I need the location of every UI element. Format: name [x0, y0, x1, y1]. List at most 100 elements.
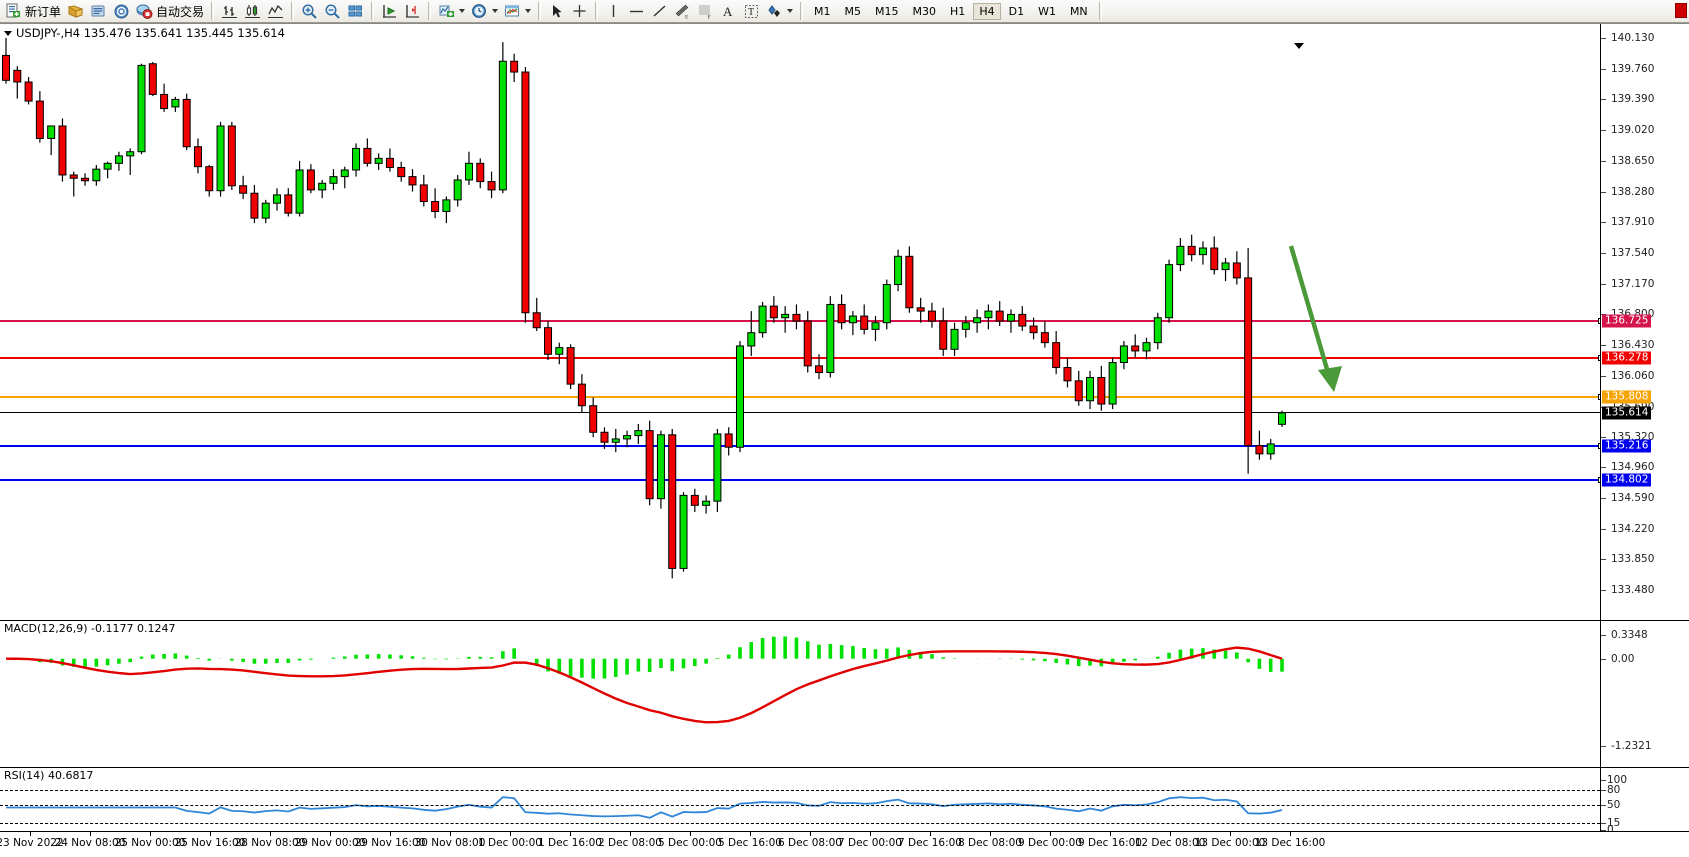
period-button[interactable] — [468, 1, 501, 22]
time-tick-mark — [1170, 831, 1171, 836]
shapes-caret-icon[interactable] — [787, 9, 794, 13]
chart-collapse-caret-icon[interactable] — [1294, 43, 1304, 49]
current-price-line[interactable] — [0, 411, 1600, 413]
support-line-2[interactable] — [0, 477, 1600, 484]
timeframe-w1[interactable]: W1 — [1038, 4, 1056, 18]
shapes-tool-button[interactable] — [763, 1, 796, 22]
add-indicator-button[interactable] — [435, 1, 468, 22]
price-tick: 136.060 — [1601, 370, 1654, 382]
crosshair-tool-button[interactable] — [568, 1, 591, 22]
time-tick-mark — [30, 831, 31, 836]
templates-caret-icon[interactable] — [525, 9, 532, 13]
signals-button[interactable] — [110, 1, 133, 22]
timeframe-d1[interactable]: D1 — [1008, 4, 1025, 18]
price-plot[interactable] — [0, 24, 1600, 620]
trendline-tool-button[interactable] — [648, 1, 671, 22]
timeframe-m30[interactable]: M30 — [912, 4, 937, 18]
time-tick-mark — [210, 831, 211, 836]
templates-button[interactable] — [501, 1, 534, 22]
text-label-tool-button[interactable]: T — [740, 1, 763, 22]
cursor-icon — [548, 3, 565, 20]
time-tick-label: 23 Nov 2022 — [0, 837, 64, 849]
pivot-line-handle[interactable] — [1598, 393, 1600, 400]
new-order-button[interactable]: 新订单 — [2, 1, 64, 22]
macd-plot[interactable] — [0, 621, 1600, 767]
symbol-caret-icon[interactable] — [4, 30, 12, 36]
fibonacci-tool-button[interactable]: F — [694, 1, 717, 22]
period-caret-icon[interactable] — [492, 9, 499, 13]
price-tick: 138.650 — [1601, 155, 1654, 167]
autotrading-button[interactable]: 自动交易 — [133, 1, 207, 22]
shapes-icon — [766, 3, 783, 20]
market-watch-button[interactable] — [87, 1, 110, 22]
vertical-line-tool-button[interactable] — [602, 1, 625, 22]
market-watch-icon — [90, 3, 107, 20]
line-chart-button[interactable] — [264, 1, 287, 22]
price-axis[interactable]: 140.130 139.760 139.390 139.020 138.650 138.2… — [1600, 24, 1689, 620]
resistance-line-1-label: 136.725 — [1602, 314, 1652, 328]
price-panel: USDJPY-,H4 135.476 135.641 135.445 135.6… — [0, 23, 1689, 620]
timeframe-m5[interactable]: M5 — [844, 4, 862, 18]
timeframe-h4[interactable]: H4 — [973, 2, 1001, 20]
support-line-1-handle[interactable] — [1598, 442, 1600, 449]
equidistant-channel-icon: E — [674, 3, 691, 20]
zoom-in-button[interactable] — [298, 1, 321, 22]
candlestick-chart-button[interactable] — [241, 1, 264, 22]
chart-shift-button[interactable] — [401, 1, 424, 22]
auto-scroll-button[interactable] — [378, 1, 401, 22]
autotrading-icon — [136, 3, 153, 20]
resistance-line-2[interactable] — [0, 354, 1600, 361]
time-tick-label: 9 Dec 00:00 — [1018, 837, 1082, 849]
support-line-1[interactable] — [0, 442, 1600, 449]
toolbar-separator-7 — [800, 2, 804, 20]
timeframe-h1[interactable]: H1 — [950, 4, 966, 18]
time-tick-mark — [1050, 831, 1051, 836]
price-tick: 137.170 — [1601, 278, 1654, 290]
pivot-line[interactable] — [0, 393, 1600, 400]
support-line-2-handle[interactable] — [1598, 477, 1600, 484]
toolbar-separator-8 — [1098, 2, 1102, 20]
text-tool-button[interactable]: A — [717, 1, 740, 22]
expert-advisors-button[interactable] — [64, 1, 87, 22]
rsi-level-80 — [0, 790, 1600, 791]
time-axis[interactable]: 23 Nov 2022 24 Nov 08:00 25 Nov 00:00 25 No… — [0, 831, 1689, 857]
cursor-tool-button[interactable] — [545, 1, 568, 22]
resistance-line-1-handle[interactable] — [1598, 317, 1600, 324]
resistance-line-2-handle[interactable] — [1598, 354, 1600, 361]
macd-tick: -1.2321 — [1601, 740, 1652, 752]
time-tick-mark — [450, 831, 451, 836]
window-scroll-nub[interactable] — [1675, 3, 1687, 18]
zoom-out-button[interactable] — [321, 1, 344, 22]
zoom-out-icon — [324, 3, 341, 20]
toolbar-separator-6 — [595, 2, 599, 20]
time-tick-label: 5 Dec 16:00 — [718, 837, 782, 849]
time-tick-label: 5 Dec 00:00 — [658, 837, 722, 849]
bearish-arrow-annotation[interactable] — [0, 24, 1600, 620]
rsi-plot[interactable] — [0, 768, 1600, 831]
price-tick: 133.850 — [1601, 553, 1654, 565]
time-tick-mark — [810, 831, 811, 836]
current-price-line-label: 135.614 — [1602, 406, 1652, 420]
auto-scroll-icon — [381, 3, 398, 20]
chart-shift-icon — [404, 3, 421, 20]
time-tick-label: 2 Dec 08:00 — [598, 837, 662, 849]
symbol-header-text: USDJPY-,H4 135.476 135.641 135.445 135.6… — [16, 26, 285, 40]
bar-chart-button[interactable] — [218, 1, 241, 22]
pivot-line-label: 135.808 — [1602, 390, 1652, 404]
add-indicator-caret-icon[interactable] — [459, 9, 466, 13]
time-tick-label: 29 Nov 00:00 — [294, 837, 366, 849]
main-toolbar: 新订单 — [0, 0, 1689, 23]
rsi-tick: 100 — [1601, 774, 1627, 786]
candlestick-chart-icon — [244, 3, 261, 20]
period-clock-icon — [471, 3, 488, 20]
timeframe-m1[interactable]: M1 — [814, 4, 831, 18]
timeframe-mn[interactable]: MN — [1069, 4, 1088, 18]
price-tick: 140.130 — [1601, 32, 1654, 44]
candlestick-series — [1, 38, 1287, 579]
time-tick-mark — [750, 831, 751, 836]
chart-grid-button[interactable] — [344, 1, 367, 22]
equidistant-channel-tool-button[interactable]: E — [671, 1, 694, 22]
symbol-header: USDJPY-,H4 135.476 135.641 135.445 135.6… — [4, 26, 285, 40]
timeframe-m15[interactable]: M15 — [875, 4, 899, 18]
horizontal-line-tool-button[interactable] — [625, 1, 648, 22]
